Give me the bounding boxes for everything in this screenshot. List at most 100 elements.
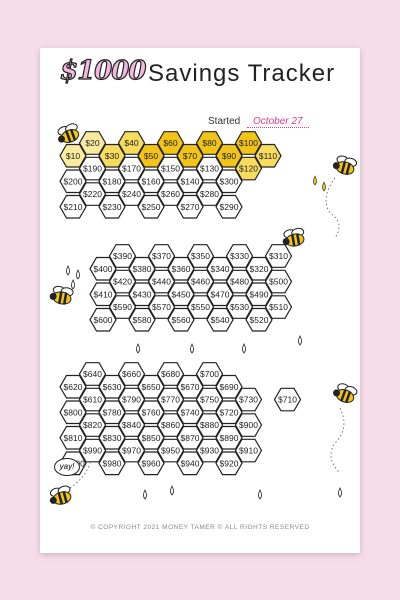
savings-hex[interactable]: $900 — [234, 413, 263, 437]
savings-hex[interactable]: $920 — [215, 451, 243, 476]
savings-hex[interactable]: $50 — [137, 143, 165, 168]
savings-hex[interactable]: $350 — [186, 244, 215, 268]
savings-hex[interactable]: $490 — [245, 282, 273, 307]
savings-hex[interactable]: $40 — [117, 131, 146, 155]
savings-hex[interactable]: $560 — [167, 307, 195, 332]
savings-hex[interactable]: $930 — [195, 438, 224, 463]
savings-hex[interactable]: $580 — [128, 307, 156, 332]
savings-hex[interactable]: $320 — [245, 256, 273, 281]
savings-hex[interactable]: $540 — [206, 307, 234, 332]
savings-hex[interactable]: $780 — [98, 400, 126, 425]
savings-hex[interactable]: $70 — [176, 143, 204, 168]
savings-hex[interactable]: $710 — [273, 387, 302, 412]
savings-hex[interactable]: $460 — [186, 269, 215, 294]
savings-hex[interactable]: $370 — [147, 244, 176, 268]
savings-hex[interactable]: $610 — [78, 387, 107, 412]
savings-hex[interactable]: $990 — [78, 438, 107, 463]
savings-hex[interactable]: $790 — [117, 387, 146, 412]
hex-amount: $570 — [152, 302, 171, 312]
savings-hex[interactable]: $690 — [215, 374, 243, 399]
savings-hex[interactable]: $230 — [98, 194, 126, 219]
savings-hex[interactable]: $170 — [117, 156, 146, 181]
savings-hex[interactable]: $420 — [108, 269, 137, 294]
savings-hex[interactable]: $410 — [89, 282, 117, 307]
savings-hex[interactable]: $80 — [195, 131, 224, 155]
savings-hex[interactable]: $90 — [215, 143, 243, 168]
savings-hex[interactable]: $980 — [98, 451, 126, 476]
savings-hex[interactable]: $60 — [156, 131, 185, 155]
savings-hex[interactable]: $530 — [225, 295, 254, 319]
savings-hex[interactable]: $840 — [117, 413, 146, 437]
savings-hex[interactable]: $570 — [147, 295, 176, 319]
savings-hex[interactable]: $440 — [147, 269, 176, 294]
savings-hex[interactable]: $740 — [176, 400, 204, 425]
savings-hex[interactable]: $110 — [254, 143, 282, 168]
savings-hex[interactable]: $890 — [215, 425, 243, 450]
savings-hex[interactable]: $380 — [128, 256, 156, 281]
savings-hex[interactable]: $150 — [156, 156, 185, 181]
savings-hex[interactable]: $730 — [234, 387, 263, 412]
savings-hex[interactable]: $140 — [176, 169, 204, 194]
savings-hex[interactable]: $10 — [59, 143, 87, 168]
savings-hex[interactable]: $500 — [264, 269, 293, 294]
savings-hex[interactable]: $680 — [156, 362, 185, 386]
savings-hex[interactable]: $670 — [176, 374, 204, 399]
savings-hex[interactable]: $280 — [195, 182, 224, 206]
savings-hex[interactable]: $760 — [137, 400, 165, 425]
savings-hex[interactable]: $400 — [89, 256, 117, 281]
savings-hex[interactable]: $20 — [78, 131, 107, 155]
savings-hex[interactable]: $830 — [98, 425, 126, 450]
savings-hex[interactable]: $360 — [167, 256, 195, 281]
savings-hex[interactable]: $240 — [117, 182, 146, 206]
savings-hex[interactable]: $520 — [245, 307, 273, 332]
savings-hex[interactable]: $180 — [98, 169, 126, 194]
savings-hex[interactable]: $260 — [156, 182, 185, 206]
savings-hex[interactable]: $880 — [195, 413, 224, 437]
savings-hex[interactable]: $700 — [195, 362, 224, 386]
savings-hex[interactable]: $910 — [234, 438, 263, 463]
savings-hex[interactable]: $820 — [78, 413, 107, 437]
hex-amount: $900 — [239, 420, 258, 430]
savings-hex[interactable]: $620 — [59, 374, 87, 399]
savings-hex[interactable]: $510 — [264, 295, 293, 319]
savings-hex[interactable]: $660 — [117, 362, 146, 386]
savings-hex[interactable]: $770 — [156, 387, 185, 412]
savings-hex[interactable]: $210 — [59, 194, 87, 219]
savings-hex[interactable]: $480 — [225, 269, 254, 294]
savings-hex[interactable]: $960 — [137, 451, 165, 476]
savings-hex[interactable]: $850 — [137, 425, 165, 450]
savings-hex[interactable]: $300 — [215, 169, 243, 194]
savings-hex[interactable]: $600 — [89, 307, 117, 332]
savings-hex[interactable]: $720 — [215, 400, 243, 425]
savings-hex[interactable]: $470 — [206, 282, 234, 307]
savings-hex[interactable]: $340 — [206, 256, 234, 281]
savings-hex[interactable]: $220 — [78, 182, 107, 206]
savings-hex[interactable]: $430 — [128, 282, 156, 307]
savings-hex[interactable]: $160 — [137, 169, 165, 194]
savings-hex[interactable]: $750 — [195, 387, 224, 412]
savings-hex[interactable]: $870 — [176, 425, 204, 450]
savings-hex[interactable]: $550 — [186, 295, 215, 319]
savings-hex[interactable]: $390 — [108, 244, 137, 268]
savings-hex[interactable]: $590 — [108, 295, 137, 319]
savings-hex[interactable]: $130 — [195, 156, 224, 181]
savings-hex[interactable]: $630 — [98, 374, 126, 399]
savings-hex[interactable]: $860 — [156, 413, 185, 437]
savings-hex[interactable]: $940 — [176, 451, 204, 476]
savings-hex[interactable]: $30 — [98, 143, 126, 168]
savings-hex[interactable]: $800 — [59, 400, 87, 425]
savings-hex[interactable]: $330 — [225, 244, 254, 268]
savings-hex[interactable]: $640 — [78, 362, 107, 386]
savings-hex[interactable]: $650 — [137, 374, 165, 399]
savings-hex[interactable]: $290 — [215, 194, 243, 219]
savings-hex[interactable]: $190 — [78, 156, 107, 181]
savings-hex[interactable]: $250 — [137, 194, 165, 219]
savings-hex[interactable]: $450 — [167, 282, 195, 307]
savings-hex[interactable]: $970 — [117, 438, 146, 463]
savings-hex[interactable]: $270 — [176, 194, 204, 219]
savings-hex[interactable]: $200 — [59, 169, 87, 194]
savings-hex[interactable]: $810 — [59, 425, 87, 450]
savings-hex[interactable]: $120 — [234, 156, 263, 181]
savings-hex[interactable]: $950 — [156, 438, 185, 463]
savings-hex[interactable]: $100 — [234, 131, 263, 155]
